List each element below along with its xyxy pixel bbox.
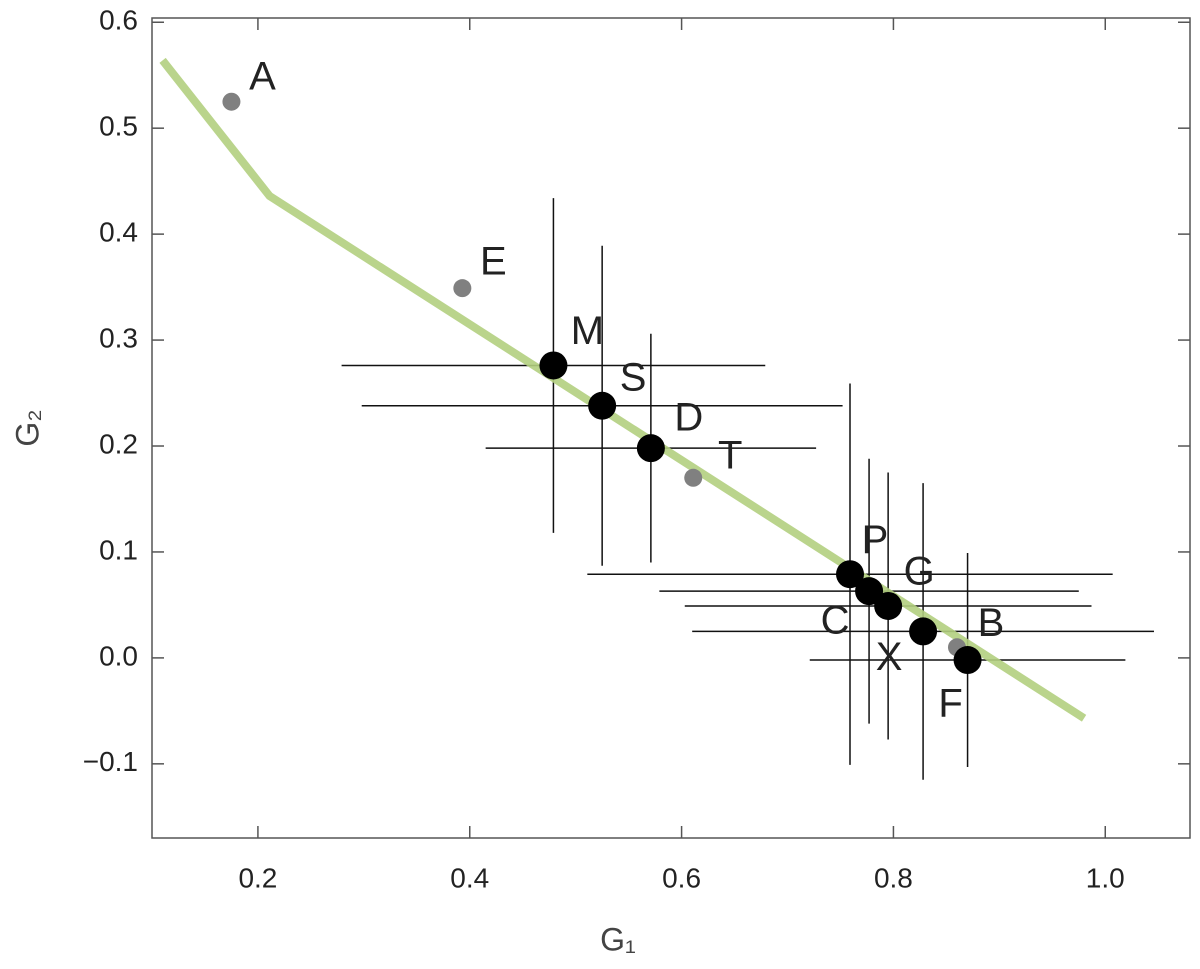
data-point bbox=[874, 591, 903, 620]
data-point bbox=[636, 434, 665, 463]
data-point bbox=[453, 279, 472, 298]
point-label: M bbox=[571, 309, 604, 353]
x-tick-label: 1.0 bbox=[1086, 862, 1125, 893]
x-tick-label: 0.4 bbox=[450, 862, 489, 893]
point-label: P bbox=[862, 518, 889, 562]
x-tick-label: 0.6 bbox=[662, 862, 701, 893]
point-label: F bbox=[938, 682, 962, 726]
data-point bbox=[588, 391, 617, 420]
data-point bbox=[909, 617, 938, 646]
point-label: X bbox=[876, 635, 903, 679]
y-tick-label: 0.0 bbox=[99, 640, 138, 671]
y-tick-label: 0.2 bbox=[99, 428, 138, 459]
y-tick-label: 0.3 bbox=[99, 322, 138, 353]
x-tick-label: 0.2 bbox=[238, 862, 277, 893]
x-tick-label: 0.8 bbox=[874, 862, 913, 893]
trend-line bbox=[159, 57, 1087, 722]
point-label: B bbox=[978, 601, 1005, 645]
point-label: C bbox=[821, 599, 850, 643]
point-label: E bbox=[480, 240, 507, 284]
x-axis-label: G₁ bbox=[600, 921, 636, 957]
point-label: S bbox=[620, 355, 647, 399]
plot-frame bbox=[151, 17, 1191, 839]
y-tick-label: −0.1 bbox=[83, 746, 138, 777]
point-label: D bbox=[674, 396, 703, 440]
point-label: T bbox=[718, 433, 742, 477]
y-tick-label: 0.4 bbox=[99, 217, 138, 248]
point-label: A bbox=[249, 54, 276, 98]
data-point bbox=[953, 646, 982, 675]
y-tick-label: 0.6 bbox=[99, 5, 138, 36]
data-point bbox=[539, 351, 568, 380]
data-point bbox=[222, 92, 241, 111]
data-point bbox=[855, 577, 884, 606]
y-tick-label: 0.1 bbox=[99, 534, 138, 565]
data-point bbox=[836, 560, 865, 589]
data-point bbox=[684, 468, 703, 487]
y-axis-label: G₂ bbox=[9, 409, 45, 446]
point-label: G bbox=[904, 550, 935, 594]
y-tick-label: 0.5 bbox=[99, 111, 138, 142]
